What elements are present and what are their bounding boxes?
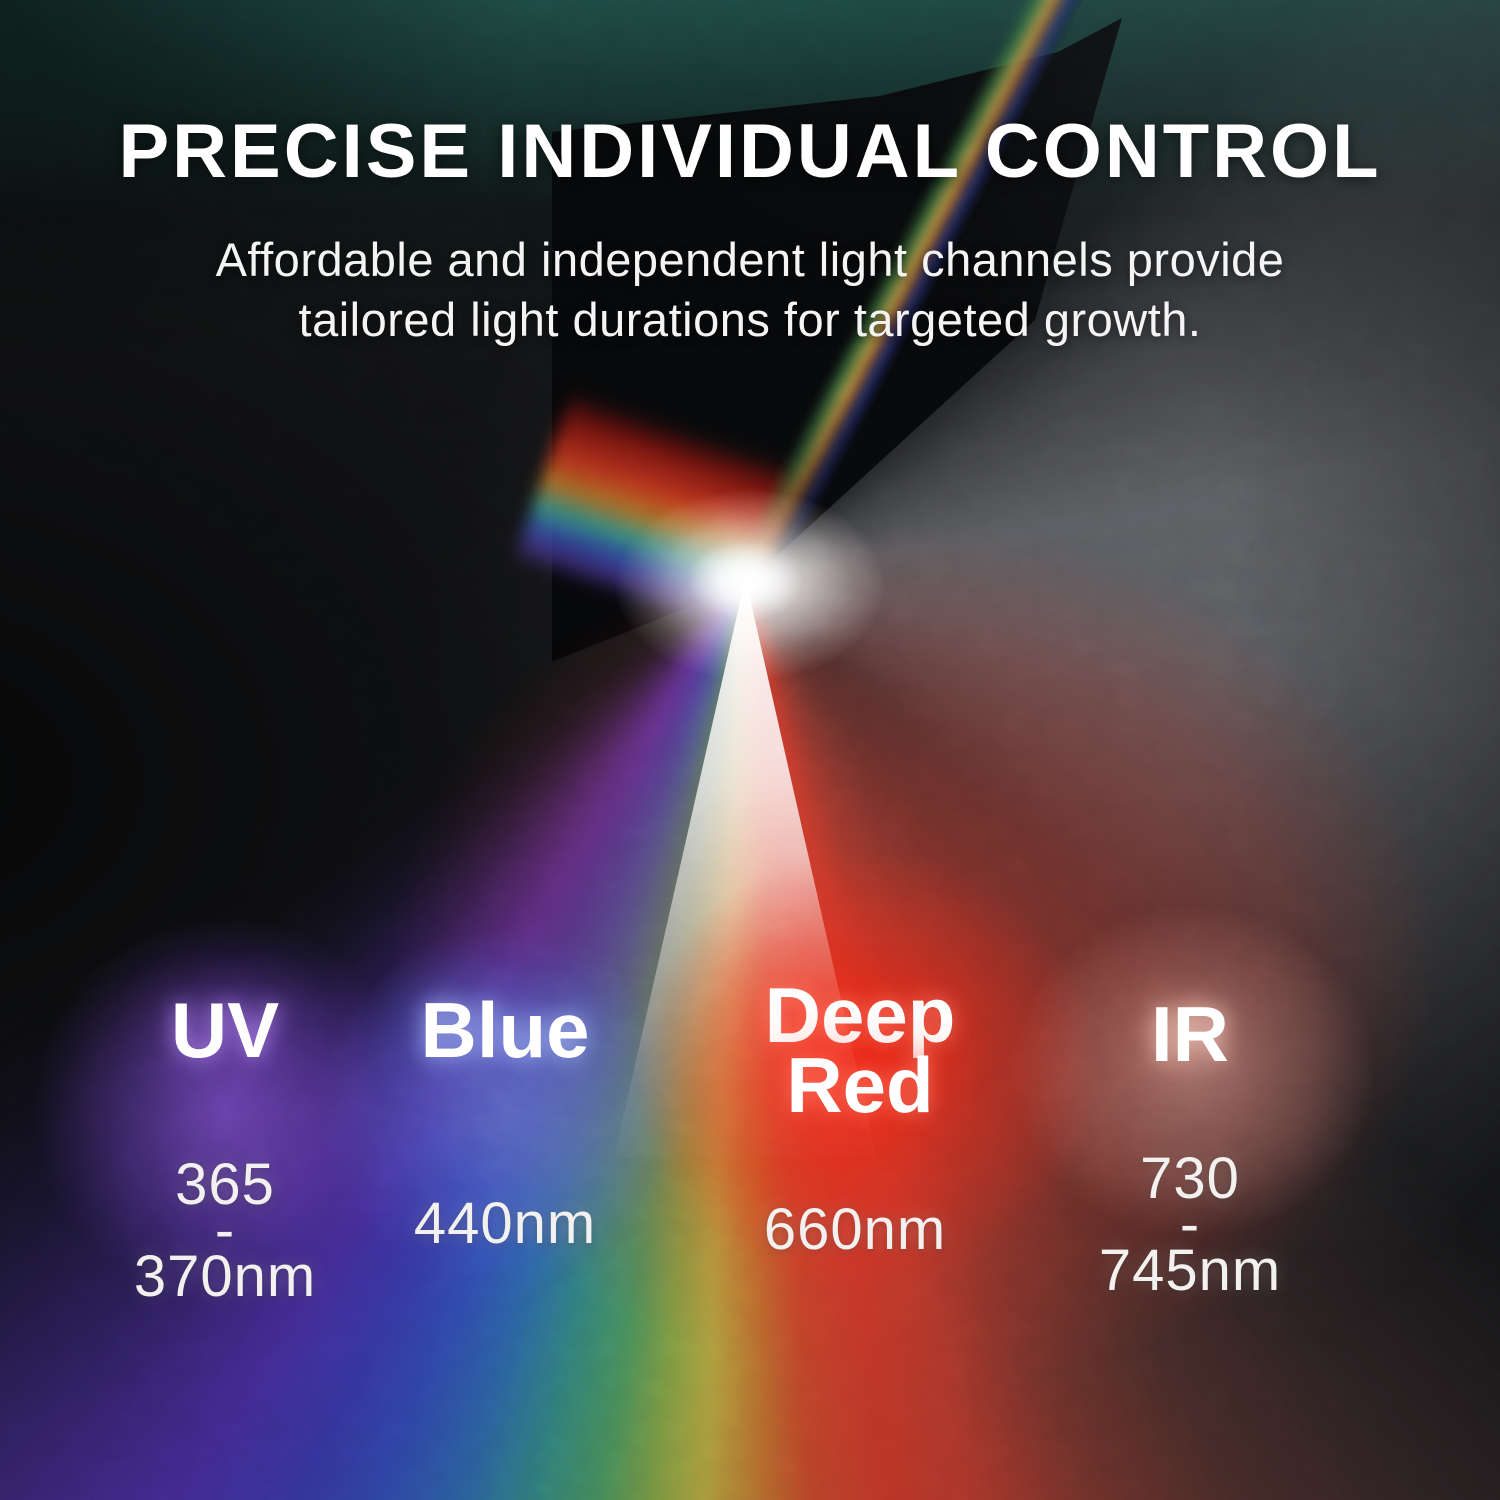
channel-label-deep-red: Deep Red — [700, 971, 1020, 1129]
page-title: PRECISE INDIVIDUAL CONTROL — [118, 109, 1382, 194]
deep-red-wavelength: 660nm — [763, 1197, 947, 1262]
channel-range-ir: 730 - 745nm — [1030, 1146, 1350, 1303]
channel-label-deep-red-line1: Deep — [764, 971, 956, 1059]
uv-range-dash: - — [214, 1198, 236, 1263]
uv-range-min: 365 — [175, 1152, 275, 1217]
page-subtitle: Affordable and independent light channel… — [215, 233, 1285, 347]
blue-wavelength: 440nm — [413, 1191, 597, 1256]
channel-label-ir: IR — [1151, 990, 1229, 1078]
channel-range-uv: 365 - 370nm — [65, 1152, 385, 1309]
ir-range-dash: - — [1179, 1192, 1201, 1257]
ir-range-min: 730 — [1140, 1146, 1240, 1211]
channel-label-uv: UV — [170, 986, 280, 1074]
channel-range-deep-red: 660nm — [695, 1197, 1015, 1262]
channel-label-blue: Blue — [420, 986, 590, 1074]
uv-range-max: 370nm — [133, 1244, 317, 1309]
channel-label-deep-red-line2: Red — [786, 1041, 934, 1129]
channel-range-blue: 440nm — [345, 1191, 665, 1256]
ir-range-max: 745nm — [1098, 1238, 1282, 1303]
